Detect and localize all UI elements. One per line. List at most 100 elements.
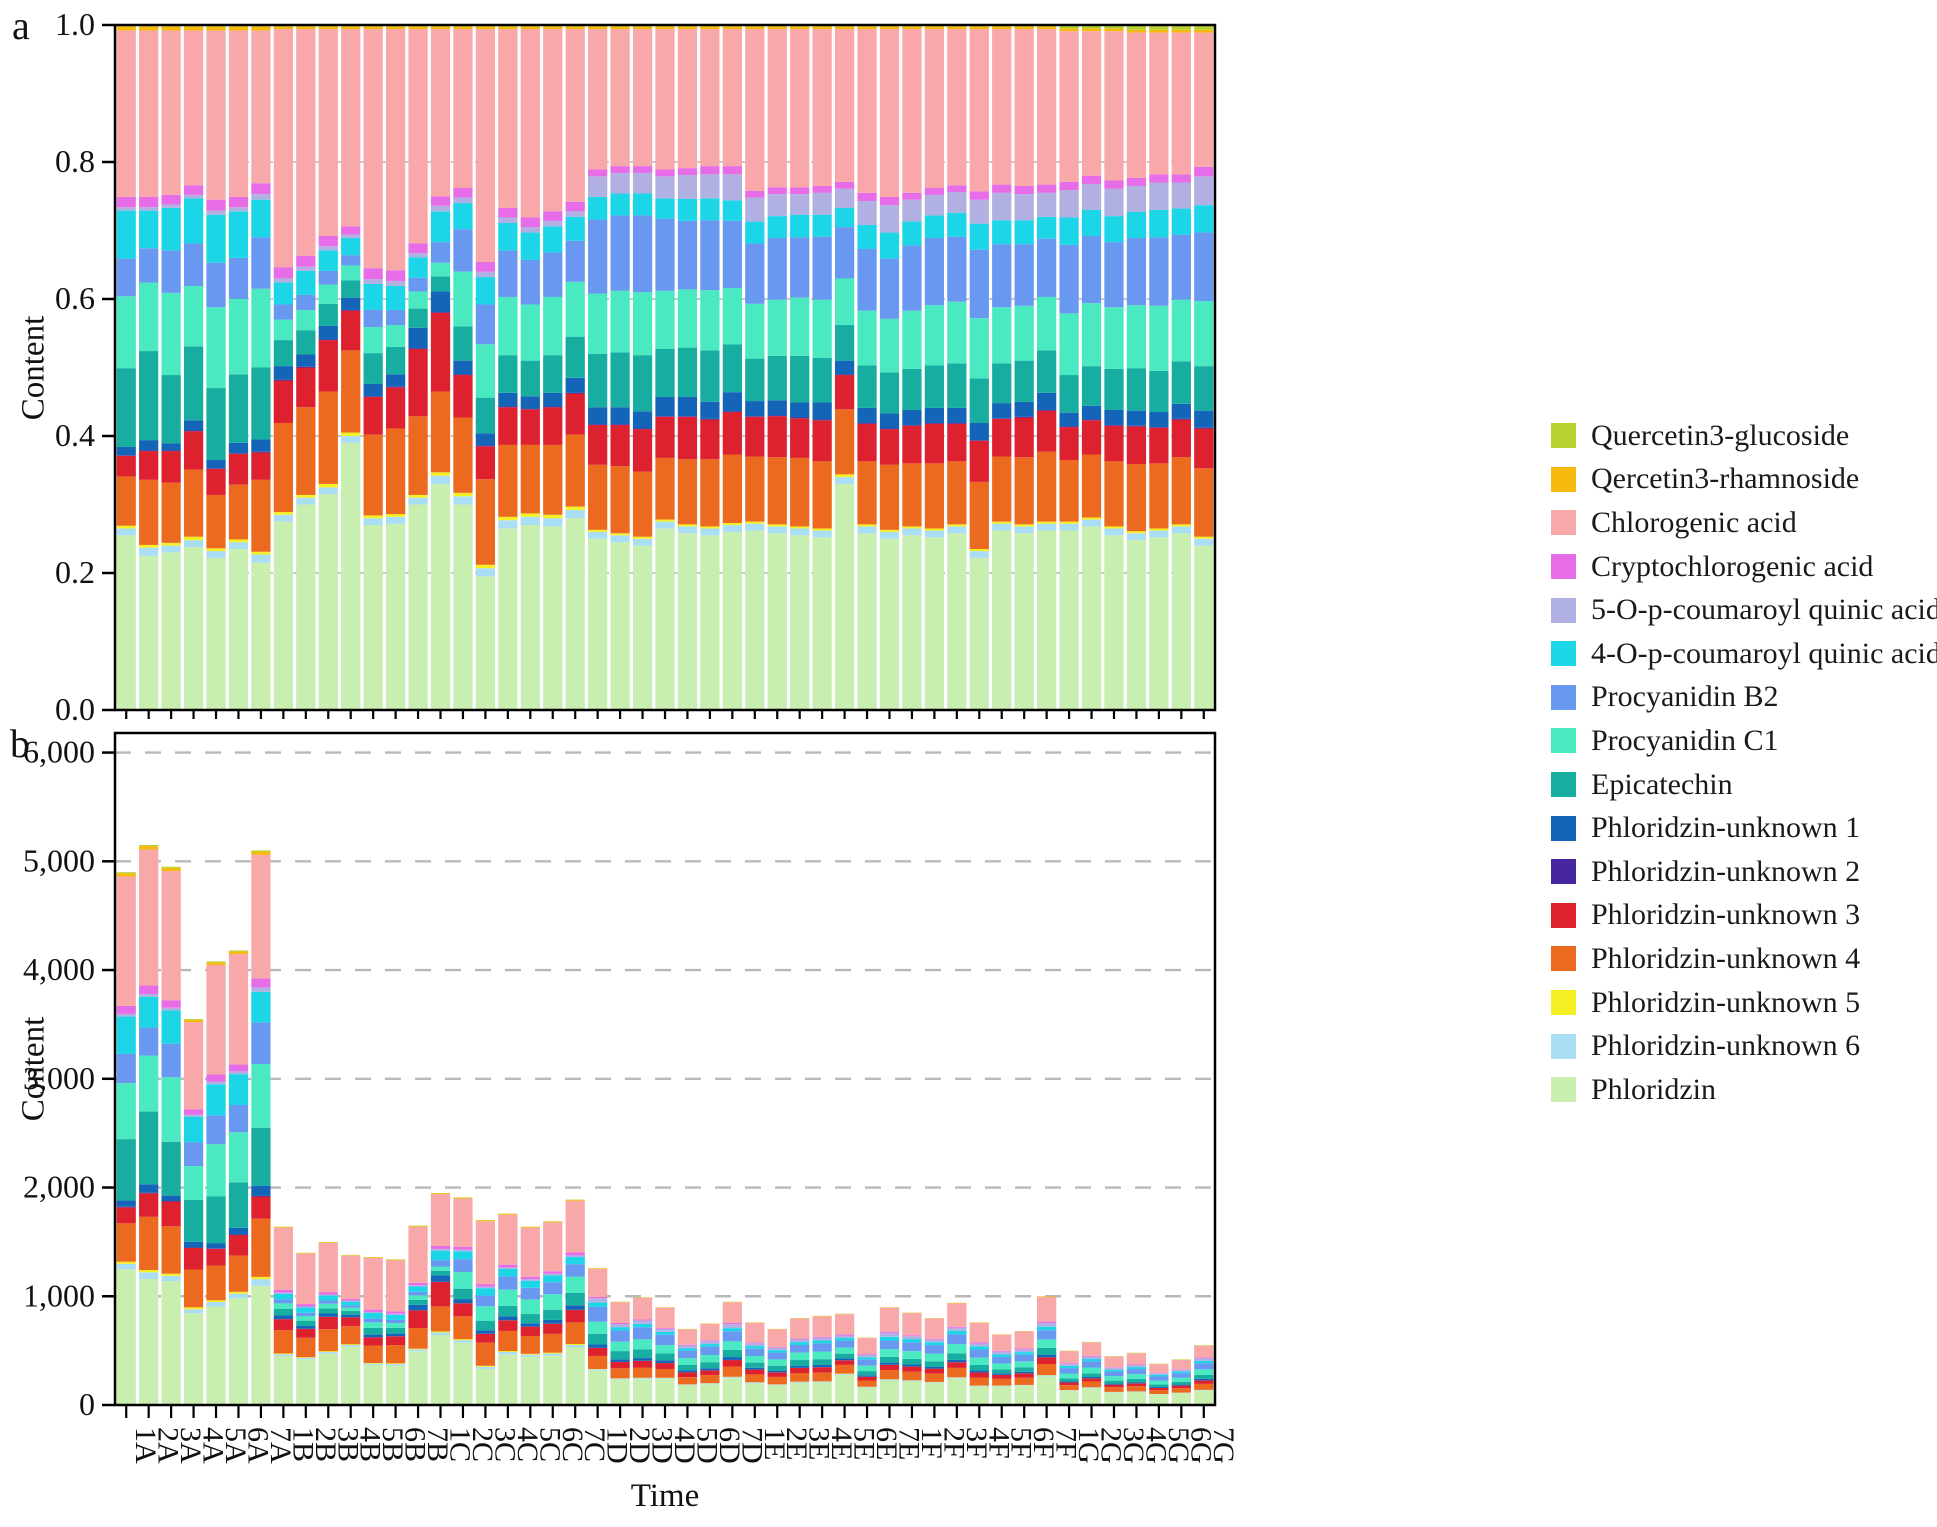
bar-segment-b xyxy=(1059,1378,1079,1382)
bar-segment-a xyxy=(1037,184,1057,193)
bar-segment-b xyxy=(700,1341,720,1345)
bar-segment-b xyxy=(161,1201,181,1202)
bar-segment-a xyxy=(430,483,451,710)
bar-segment-a xyxy=(857,423,877,462)
bar-segment-a xyxy=(902,463,922,527)
bar-segment-a xyxy=(1126,212,1147,239)
bar-segment-b xyxy=(610,1341,630,1352)
bar-segment-b xyxy=(969,1343,989,1347)
bar-segment-a xyxy=(947,212,967,237)
bar-segment-b xyxy=(879,1331,900,1333)
bar-segment-a xyxy=(430,472,451,476)
bar-segment-b xyxy=(183,1116,204,1143)
legend-label: 4-O-p-coumaroyl quinic acid xyxy=(1591,636,1937,670)
bar-segment-a xyxy=(767,416,787,458)
bar-segment-a xyxy=(161,207,181,251)
bar-segment-b xyxy=(1081,1361,1102,1368)
bar-segment-a xyxy=(879,196,900,206)
x-category-label: 6A xyxy=(241,1427,274,1464)
bar-segment-b xyxy=(116,1016,136,1054)
bar-segment-b xyxy=(251,1063,271,1128)
bar-segment-b xyxy=(273,1292,293,1294)
bar-segment-b xyxy=(385,1363,406,1364)
bar-segment-b xyxy=(228,1235,249,1256)
bar-segment-b xyxy=(273,1289,293,1293)
bar-segment-b xyxy=(745,1374,765,1383)
bar-segment-b xyxy=(520,1335,540,1354)
bar-segment-a xyxy=(767,238,787,300)
bar-segment-a xyxy=(1104,180,1124,189)
bar-segment-b xyxy=(857,1387,877,1405)
bar-segment-b xyxy=(251,850,271,852)
bar-segment-b xyxy=(879,1362,900,1365)
bar-segment-a xyxy=(1037,530,1057,710)
bar-segment-b xyxy=(453,1340,473,1343)
bar-segment-b xyxy=(790,1381,810,1383)
bar-segment-b xyxy=(318,1313,338,1317)
bar-segment-b xyxy=(610,1359,630,1362)
bar-segment-a xyxy=(161,30,181,195)
bar-segment-a xyxy=(475,344,496,398)
bar-segment-a xyxy=(879,529,900,532)
bar-segment-a xyxy=(610,407,630,425)
bar-segment-a xyxy=(812,419,832,421)
bar-segment-b xyxy=(543,1222,563,1272)
bar-segment-a xyxy=(924,407,945,423)
bar-segment-b xyxy=(161,1077,181,1142)
bar-segment-b xyxy=(969,1349,989,1358)
bar-segment-a xyxy=(1194,366,1214,411)
bar-segment-b xyxy=(677,1344,698,1346)
bar-segment-a xyxy=(543,407,563,445)
bar-segment-b xyxy=(1194,1390,1214,1405)
bar-segment-b xyxy=(1037,1330,1057,1340)
bar-segment-a xyxy=(1037,409,1057,411)
bar-segment-a xyxy=(139,210,159,249)
bar-segment-a xyxy=(655,349,675,397)
bar-segment-a xyxy=(834,207,855,228)
bar-segment-a xyxy=(139,351,159,441)
bar-segment-a xyxy=(632,429,653,472)
bar-segment-a xyxy=(453,417,473,493)
bar-segment-a xyxy=(251,452,271,480)
bar-segment-b xyxy=(902,1358,922,1365)
bar-segment-a xyxy=(296,354,316,367)
bar-segment-a xyxy=(992,418,1012,457)
bar-segment-a xyxy=(363,383,383,397)
bar-segment-a xyxy=(520,217,540,228)
bar-segment-b xyxy=(520,1227,540,1277)
bar-segment-b xyxy=(812,1316,832,1337)
bar-segment-b xyxy=(722,1349,742,1358)
bar-segment-a xyxy=(318,26,338,30)
bar-segment-b xyxy=(700,1370,720,1376)
bar-segment-b xyxy=(206,1144,226,1197)
x-category-label: 6G xyxy=(1184,1427,1217,1464)
bar-segment-a xyxy=(430,205,451,212)
bar-segment-b xyxy=(475,1288,496,1296)
bar-segment-a xyxy=(520,408,540,410)
bar-segment-b xyxy=(790,1342,810,1345)
bar-segment-a xyxy=(790,417,810,419)
bar-segment-b xyxy=(902,1364,922,1367)
bar-segment-b xyxy=(902,1380,922,1382)
bar-segment-b xyxy=(588,1302,608,1307)
bar-segment-b xyxy=(588,1333,608,1345)
bar-segment-a xyxy=(857,248,877,311)
bar-segment-a xyxy=(318,284,338,304)
bar-segment-b xyxy=(543,1275,563,1283)
x-category-label: 3F xyxy=(960,1427,993,1459)
bar-segment-b xyxy=(139,1192,159,1194)
bar-segment-a xyxy=(228,207,249,212)
bar-segment-b xyxy=(857,1371,877,1376)
bar-segment-a xyxy=(1104,307,1124,369)
bar-segment-a xyxy=(520,516,540,526)
bar-segment-b xyxy=(385,1319,406,1324)
bar-segment-a xyxy=(206,262,226,308)
bar-segment-a xyxy=(116,258,136,297)
bar-segment-a xyxy=(565,518,585,710)
bar-segment-a xyxy=(1126,464,1147,532)
bar-segment-b xyxy=(161,1273,181,1276)
bar-segment-a xyxy=(902,221,922,246)
x-category-label: 7G xyxy=(1207,1427,1240,1464)
bar-segment-a xyxy=(700,220,720,291)
bar-segment-a xyxy=(879,372,900,414)
